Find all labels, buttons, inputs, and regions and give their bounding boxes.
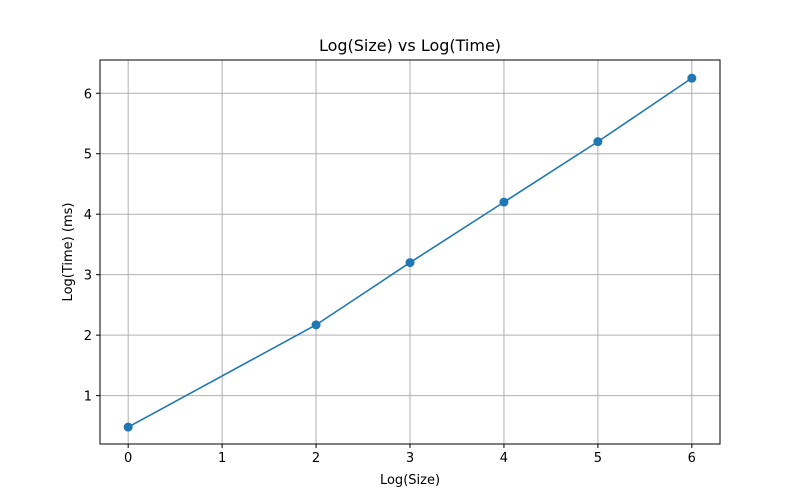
x-tick-label: 0 xyxy=(124,451,132,466)
x-tick-label: 1 xyxy=(218,451,226,466)
y-tick-label: 2 xyxy=(84,329,92,344)
data-point xyxy=(406,258,415,267)
data-point xyxy=(687,74,696,83)
data-point xyxy=(499,198,508,207)
x-axis-title: Log(Size) xyxy=(380,473,440,488)
x-tick-label: 6 xyxy=(688,451,696,466)
y-axis-title: Log(Time) (ms) xyxy=(61,203,76,302)
y-tick-label: 5 xyxy=(84,148,92,163)
x-tick-label: 5 xyxy=(594,451,602,466)
data-point xyxy=(593,137,602,146)
data-point xyxy=(124,423,133,432)
data-point xyxy=(312,320,321,329)
y-tick-label: 6 xyxy=(84,87,92,102)
y-tick-label: 1 xyxy=(84,390,92,405)
chart-title: Log(Size) vs Log(Time) xyxy=(319,36,501,55)
x-tick-label: 4 xyxy=(500,451,508,466)
x-tick-label: 2 xyxy=(312,451,320,466)
y-tick-label: 4 xyxy=(84,208,92,223)
y-tick-label: 3 xyxy=(84,269,92,284)
x-tick-label: 3 xyxy=(406,451,414,466)
